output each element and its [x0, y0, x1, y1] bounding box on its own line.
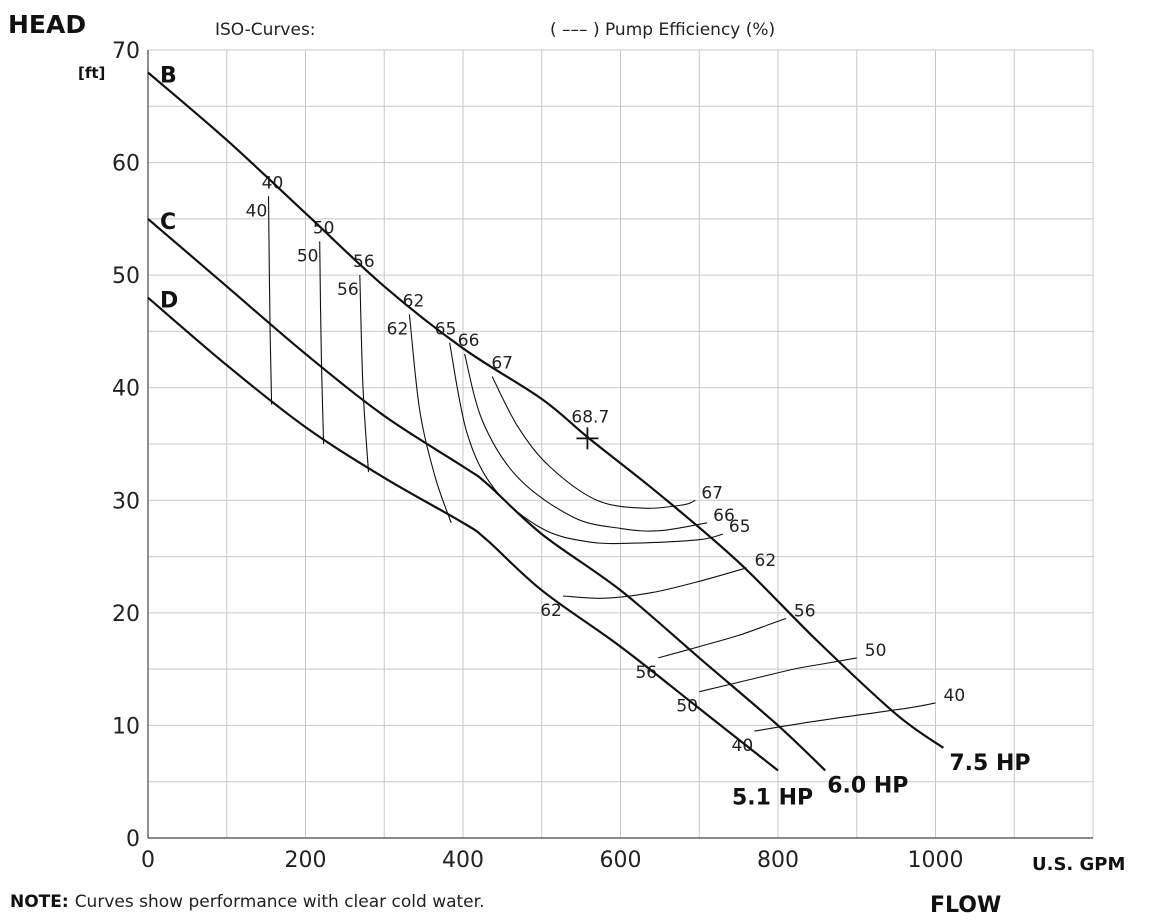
x-tick-label: 600: [600, 848, 642, 873]
efficiency-isocurve-62: [562, 567, 747, 599]
y-tick-label: 0: [126, 827, 140, 852]
iso-label-bottom: 50: [676, 697, 698, 717]
power-label-d: 5.1 HP: [732, 785, 813, 810]
iso-label-bottom: 56: [635, 663, 657, 683]
efficiency-isocurve-65: [449, 342, 724, 545]
pump-curves: [147, 71, 945, 772]
iso-label-bottom: 50: [297, 246, 319, 266]
x-tick-label: 0: [141, 848, 155, 873]
iso-label-right: 50: [865, 641, 887, 661]
pump-curve-b: [147, 71, 945, 749]
iso-label-top: 65: [435, 320, 457, 340]
x-axis-label: FLOW: [930, 893, 1001, 918]
y-tick-label: 70: [112, 39, 140, 64]
bep-label: 68.7: [571, 407, 609, 427]
y-tick-label: 50: [112, 264, 140, 289]
iso-label-right: 56: [794, 601, 816, 621]
efficiency-isocurve-56: [658, 617, 787, 659]
y-tick-label: 20: [112, 602, 140, 627]
y-tick-label: 40: [112, 377, 140, 402]
efficiency-isocurve-40: [754, 702, 936, 732]
efficiency-isocurve-56: [359, 275, 370, 473]
power-label-b: 7.5 HP: [949, 751, 1030, 776]
iso-label-top: 62: [403, 292, 425, 312]
curve-name-b: B: [160, 64, 177, 89]
footnote: NOTE: Curves show performance with clear …: [10, 892, 484, 912]
y-tick-label: 60: [112, 152, 140, 177]
efficiency-isocurve-66: [464, 353, 708, 532]
iso-label-top: 67: [491, 353, 513, 373]
iso-label-bottom: 40: [732, 736, 754, 756]
tick-labels: 0 200 400 600 800 1000 0 10 20 30 40 50 60 70: [112, 39, 964, 873]
iso-label-right: 62: [755, 551, 777, 571]
iso-label-bottom: 62: [387, 320, 409, 340]
efficiency-isocurve-40: [267, 196, 273, 405]
x-axis-unit: U.S. GPM: [1032, 854, 1125, 875]
iso-label-bottom: 62: [540, 601, 562, 621]
axes: [147, 50, 1093, 839]
chart-subtitle: ( ––– ) Pump Efficiency (%): [550, 20, 775, 40]
x-tick-label: 1000: [908, 848, 964, 873]
iso-label-top: 66: [458, 331, 480, 351]
grid: [148, 49, 1094, 838]
x-tick-label: 200: [285, 848, 327, 873]
curve-name-d: D: [160, 289, 178, 314]
y-tick-label: 10: [112, 714, 140, 739]
efficiency-isocurve-50: [319, 241, 325, 445]
x-tick-label: 400: [442, 848, 484, 873]
y-axis-label: HEAD: [8, 10, 86, 39]
efficiency-isocurve-62: [408, 314, 452, 523]
chart-title: ISO-Curves:: [215, 20, 316, 40]
iso-label-bottom: 56: [337, 280, 359, 300]
efficiency-isocurve-67: [491, 376, 696, 509]
y-axis-unit: [ft]: [78, 64, 105, 82]
iso-label-top: 50: [313, 218, 335, 238]
curve-labels: B 7.5 HP C 6.0 HP D 5.1 HP 68.7: [160, 64, 1031, 811]
power-label-c: 6.0 HP: [827, 773, 908, 798]
curve-name-c: C: [160, 210, 176, 235]
footnote-text: Curves show performance with clear cold …: [75, 892, 485, 912]
y-tick-label: 30: [112, 489, 140, 514]
iso-label-right: 67: [701, 483, 723, 503]
pump-curve-c: [147, 218, 827, 772]
x-tick-label: 800: [757, 848, 799, 873]
iso-label-right: 66: [713, 506, 735, 526]
footnote-prefix: NOTE:: [10, 892, 69, 912]
pump-curve-d: [147, 296, 779, 772]
iso-label-top: 56: [353, 252, 375, 272]
iso-label-bottom: 40: [246, 201, 268, 221]
iso-label-right: 40: [944, 686, 966, 706]
iso-label-right: 65: [729, 517, 751, 537]
